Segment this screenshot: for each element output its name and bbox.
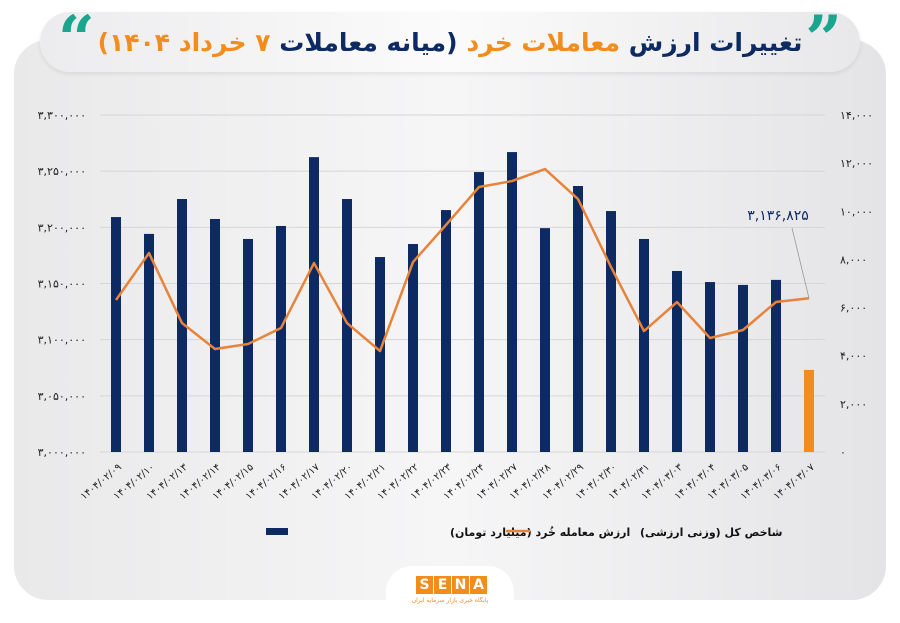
title-banner: تغییرات ارزش معاملات خرد (میانه معاملات … xyxy=(40,12,860,72)
title-part-highlight: ۷ خرداد ۱۴۰۴) xyxy=(97,27,271,57)
logo-letter: S xyxy=(416,576,433,594)
logo-letter: E xyxy=(434,576,451,594)
legend-label-bar: ارزش معامله خُرد (میلیارد تومان) xyxy=(450,526,630,539)
bar xyxy=(639,238,649,452)
bar xyxy=(342,199,352,452)
title-part-highlight: معاملات خرد xyxy=(466,27,620,57)
chart-title: تغییرات ارزش معاملات خرد (میانه معاملات … xyxy=(98,28,803,57)
right-axis-tick: ۸,۰۰۰ xyxy=(840,253,867,266)
bar xyxy=(573,186,583,452)
bar xyxy=(375,257,385,452)
bar xyxy=(441,210,451,452)
bar xyxy=(507,152,517,452)
right-axis-tick: ۲,۰۰۰ xyxy=(840,398,867,411)
bar xyxy=(144,233,154,452)
left-axis-tick: ۳,۲۵۰,۰۰۰ xyxy=(38,165,86,178)
left-axis-tick: ۳,۰۰۰,۰۰۰ xyxy=(38,446,86,459)
bar xyxy=(705,282,715,452)
legend-label-line: شاخص کل (وزنی ارزشی) xyxy=(640,526,782,539)
left-axis-tick: ۳,۳۰۰,۰۰۰ xyxy=(38,109,86,122)
bar xyxy=(111,217,121,452)
right-axis-tick: ۴,۰۰۰ xyxy=(840,350,867,363)
left-axis-tick: ۳,۲۰۰,۰۰۰ xyxy=(38,221,86,234)
right-axis-tick: ۰ xyxy=(840,446,846,459)
left-axis-tick: ۳,۰۵۰,۰۰۰ xyxy=(38,390,86,403)
bar xyxy=(804,369,814,452)
bar xyxy=(408,244,418,452)
bar xyxy=(309,157,319,452)
bar xyxy=(243,238,253,452)
logo-letter: N xyxy=(452,576,469,594)
logo-subtitle: پایگاه خبری بازار سرمایه ایران xyxy=(411,597,489,604)
bar xyxy=(177,199,187,452)
bar xyxy=(540,228,550,452)
annotation-leader xyxy=(791,227,810,299)
left-axis-tick: ۳,۱۰۰,۰۰۰ xyxy=(38,334,86,347)
bar xyxy=(771,279,781,452)
logo-letter: A xyxy=(470,576,487,594)
sena-logo: S E N A xyxy=(416,576,488,594)
quote-open-icon: “ xyxy=(58,2,95,77)
title-part: (میانه معاملات xyxy=(279,27,458,57)
bar xyxy=(474,172,484,452)
bar xyxy=(210,218,220,452)
bar xyxy=(606,211,616,452)
logo-tab xyxy=(386,566,514,623)
bar xyxy=(738,284,748,452)
bar xyxy=(672,270,682,452)
legend-swatch-bar xyxy=(266,528,288,535)
quote-close-icon: ” xyxy=(805,2,842,77)
left-axis-tick: ۳,۱۵۰,۰۰۰ xyxy=(38,278,86,291)
title-part: تغییرات ارزش xyxy=(628,27,803,57)
right-axis-tick: ۱۴,۰۰۰ xyxy=(840,109,873,122)
right-axis-tick: ۶,۰۰۰ xyxy=(840,302,867,315)
bar xyxy=(276,225,286,452)
right-axis-tick: ۱۲,۰۰۰ xyxy=(840,157,873,170)
annotation-label: ۳,۱۳۶,۸۲۵ xyxy=(747,208,809,224)
right-axis-tick: ۱۰,۰۰۰ xyxy=(840,205,873,218)
index-line xyxy=(114,167,810,353)
